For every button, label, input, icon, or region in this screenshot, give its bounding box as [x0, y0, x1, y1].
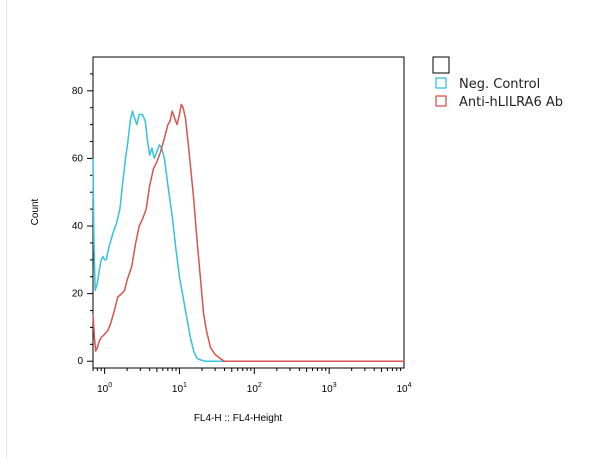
x-tick-label: 101 [172, 382, 187, 395]
y-tick-label: 0 [77, 356, 83, 367]
plot-border [92, 56, 405, 369]
x-axis-title: FL4-H :: FL4-Height [194, 413, 283, 424]
series-line-anti-hlilra6-ab [92, 103, 404, 362]
x-axis: 100 101 102 103 104 [92, 368, 412, 395]
x-tick-label: 103 [322, 382, 337, 395]
image-left-border [6, 0, 7, 459]
x-tick-label: 102 [247, 382, 262, 395]
x-tick-label: 100 [97, 382, 112, 395]
legend: Neg. Control Anti-hLILRA6 Ab [432, 56, 563, 110]
legend-label-anti-hlilra6: Anti-hLILRA6 Ab [459, 95, 563, 110]
plot-area [92, 56, 405, 369]
series-layer [92, 103, 404, 362]
y-tick-label: 80 [72, 86, 84, 97]
x-tick-label: 104 [396, 382, 411, 395]
y-tick-label: 60 [72, 153, 84, 164]
y-tick-label: 20 [72, 289, 84, 300]
y-axis-title: Count [30, 198, 41, 225]
legend-swatch-anti-hlilra6 [435, 95, 447, 107]
legend-header-box [432, 56, 450, 74]
legend-swatch-neg-control [435, 77, 447, 89]
y-axis: 0 20 40 60 80 [72, 73, 93, 367]
y-tick-label: 40 [72, 221, 84, 232]
series-line-neg-control [92, 110, 404, 362]
legend-label-neg-control: Neg. Control [459, 77, 540, 92]
